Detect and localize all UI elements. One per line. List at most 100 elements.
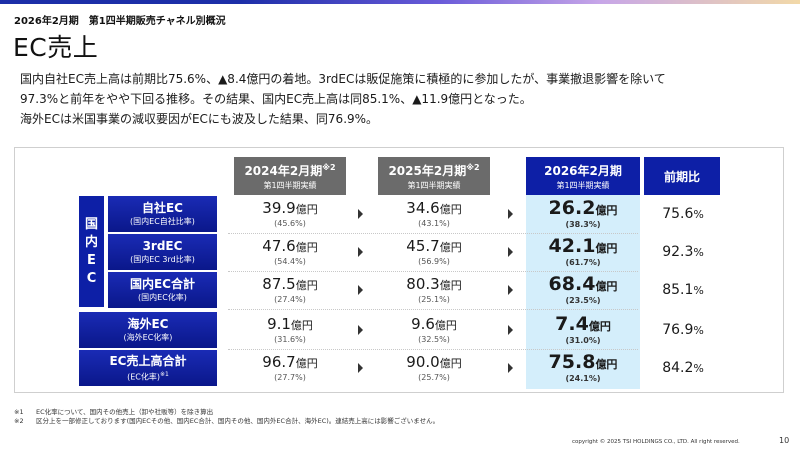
footnotes: ※1 EC化率について、国内その他売上（卸や社販等）を除き算出 ※2 区分上を一部修… <box>14 408 439 426</box>
row-label-main: 海外EC <box>127 317 169 331</box>
column-header-label: 2025年2月期 <box>388 163 467 178</box>
arrow-right-icon <box>508 209 513 219</box>
arrow-right-icon <box>358 363 363 373</box>
value-unit: 億円 <box>439 279 462 292</box>
intro-line: 国内自社EC売上高は前期比75.6%、▲8.4億円の着地。3rdECは販促施策に… <box>20 72 666 86</box>
domestic-ec-label: 国 内 E C <box>79 196 104 307</box>
yoy-cell: 84.2% <box>643 350 723 386</box>
arrow-right-icon <box>358 325 363 335</box>
value-ratio: (27.4%) <box>274 295 306 304</box>
value-cell-2026: 75.8億円 (24.1%) <box>526 350 640 386</box>
value-ratio: (31.0%) <box>565 335 601 345</box>
value-ratio: (45.6%) <box>274 219 306 228</box>
column-header-sub: 第1四半期実績 <box>263 180 317 190</box>
value-cell-2025: 9.6億円 (32.5%) <box>378 312 490 348</box>
value-ratio: (43.1%) <box>418 219 450 228</box>
table-frame <box>14 147 784 393</box>
yoy-value: 84.2 <box>662 360 694 376</box>
row-label-main: EC売上高合計 <box>109 353 187 368</box>
value-amount: 9.1 <box>267 315 291 333</box>
yoy-unit: % <box>693 361 704 375</box>
yoy-cell: 85.1% <box>643 272 723 308</box>
row-divider <box>228 271 638 272</box>
value-unit: 億円 <box>439 241 462 254</box>
value-ratio: (25.1%) <box>418 295 450 304</box>
page-number: 10 <box>779 436 790 445</box>
value-cell-2025: 80.3億円 (25.1%) <box>378 272 490 308</box>
row-label-sub: (EC化率) <box>127 372 161 382</box>
row-label-overseas-ec: 海外EC (海外EC化率) <box>79 312 217 348</box>
row-label-main: 自社EC <box>141 201 183 215</box>
row-divider <box>228 309 638 310</box>
value-amount: 96.7 <box>262 353 296 371</box>
footnote-text: 区分上を一部修正しております(国内ECその他、国内EC合計、国内その他、国内外E… <box>36 417 440 425</box>
value-unit: 億円 <box>588 319 611 333</box>
value-cell-2024: 47.6億円 (54.4%) <box>234 234 346 270</box>
arrow-right-icon <box>358 247 363 257</box>
value-ratio: (54.4%) <box>274 257 306 266</box>
column-header-label: 2024年2月期 <box>244 163 323 178</box>
value-cell-2024: 9.1億円 (31.6%) <box>234 312 346 348</box>
yoy-unit: % <box>693 207 704 221</box>
value-unit: 億円 <box>295 241 318 254</box>
value-unit: 億円 <box>439 357 462 370</box>
value-cell-2025: 34.6億円 (43.1%) <box>378 196 490 232</box>
row-label-own-ec: 自社EC (国内EC自社比率) <box>108 196 217 232</box>
row-divider <box>228 233 638 234</box>
value-amount: 34.6 <box>406 199 440 217</box>
footnote-text: EC化率について、国内その他売上（卸や社販等）を除き算出 <box>36 408 214 416</box>
column-header-2026: 2026年2月期 第1四半期実績 <box>526 157 640 195</box>
value-ratio: (61.7%) <box>565 257 601 267</box>
copyright: copyright © 2025 TSI HOLDINGS CO., LTD. … <box>572 439 740 445</box>
row-label-ec-total: EC売上高合計 (EC化率)※1 <box>79 350 217 386</box>
value-ratio: (56.9%) <box>418 257 450 266</box>
value-amount: 80.3 <box>406 275 440 293</box>
value-unit: 億円 <box>295 357 318 370</box>
footnote-mark: ※2 <box>14 417 24 425</box>
column-header-sub: 第1四半期実績 <box>556 180 610 190</box>
value-unit: 億円 <box>595 203 618 217</box>
yoy-value: 92.3 <box>662 244 694 260</box>
value-cell-2024: 39.9億円 (45.6%) <box>234 196 346 232</box>
value-unit: 億円 <box>434 319 457 332</box>
arrow-right-icon <box>508 325 513 335</box>
value-unit: 億円 <box>295 279 318 292</box>
value-cell-2026: 26.2億円 (38.3%) <box>526 196 640 232</box>
yoy-unit: % <box>693 245 704 259</box>
value-cell-2025: 90.0億円 (25.7%) <box>378 350 490 386</box>
arrow-right-icon <box>508 363 513 373</box>
yoy-cell: 75.6% <box>643 196 723 232</box>
arrow-right-icon <box>358 209 363 219</box>
value-ratio: (32.5%) <box>418 335 450 344</box>
period-heading: 2026年2月期 第1四半期販売チャネル別概況 <box>14 16 226 27</box>
value-amount: 42.1 <box>548 234 596 257</box>
yoy-unit: % <box>693 323 704 337</box>
yoy-value: 75.6 <box>662 206 694 222</box>
row-label-sub: (国内EC自社比率) <box>130 217 195 226</box>
value-unit: 億円 <box>595 279 618 293</box>
value-amount: 87.5 <box>262 275 296 293</box>
top-gradient-bar <box>0 0 800 4</box>
row-label-sub: (国内EC化率) <box>138 293 187 302</box>
column-header-2025: 2025年2月期※2 第1四半期実績 <box>378 157 490 195</box>
row-divider <box>228 349 638 350</box>
column-header-sub: 第1四半期実績 <box>407 180 461 190</box>
value-unit: 億円 <box>595 241 618 255</box>
domestic-ec-char: 内 <box>84 234 98 250</box>
value-ratio: (24.1%) <box>565 373 601 383</box>
value-ratio: (38.3%) <box>565 219 601 229</box>
value-amount: 7.4 <box>555 312 589 335</box>
yoy-cell: 76.9% <box>643 312 723 348</box>
footnote-mark: ※2 <box>466 162 480 172</box>
column-header-2024: 2024年2月期※2 第1四半期実績 <box>234 157 346 195</box>
row-label-sub: (国内EC 3rd比率) <box>130 255 195 264</box>
domestic-ec-char: C <box>86 270 97 286</box>
row-label-3rd-ec: 3rdEC (国内EC 3rd比率) <box>108 234 217 270</box>
value-unit: 億円 <box>290 319 313 332</box>
arrow-right-icon <box>508 247 513 257</box>
domestic-ec-char: 国 <box>84 216 98 232</box>
column-header-label: 前期比 <box>663 169 700 184</box>
value-amount: 75.8 <box>548 350 596 373</box>
value-cell-2025: 45.7億円 (56.9%) <box>378 234 490 270</box>
value-amount: 26.2 <box>548 196 596 219</box>
